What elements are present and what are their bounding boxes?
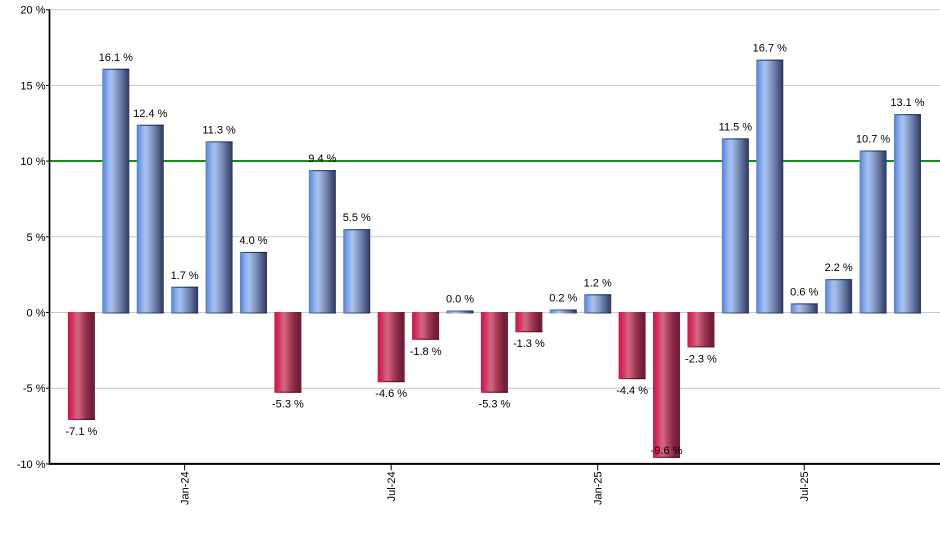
- svg-text:16.7 %: 16.7 %: [753, 43, 787, 55]
- svg-text:-1.3 %: -1.3 %: [513, 338, 545, 350]
- svg-text:13.1 %: 13.1 %: [890, 97, 924, 109]
- svg-text:15 %: 15 %: [20, 80, 45, 92]
- svg-text:4.0 %: 4.0 %: [239, 235, 267, 247]
- svg-text:-5.3 %: -5.3 %: [272, 399, 304, 411]
- svg-text:12.4 %: 12.4 %: [133, 108, 167, 120]
- svg-text:10 %: 10 %: [20, 156, 45, 168]
- svg-text:0.6 %: 0.6 %: [790, 286, 818, 298]
- svg-text:Jul-25: Jul-25: [799, 471, 811, 501]
- svg-text:5 %: 5 %: [27, 232, 46, 244]
- svg-text:-10 %: -10 %: [17, 459, 46, 471]
- svg-text:1.7 %: 1.7 %: [171, 270, 199, 282]
- svg-text:11.3 %: 11.3 %: [202, 124, 236, 136]
- svg-text:-4.6 %: -4.6 %: [375, 388, 407, 400]
- svg-text:-4.4 %: -4.4 %: [616, 385, 648, 397]
- svg-text:-5 %: -5 %: [23, 383, 46, 395]
- svg-text:0.0 %: 0.0 %: [446, 294, 474, 306]
- svg-text:-1.8 %: -1.8 %: [410, 346, 442, 358]
- svg-text:-7.1 %: -7.1 %: [66, 426, 98, 438]
- svg-text:5.5 %: 5.5 %: [343, 212, 371, 224]
- svg-text:-5.3 %: -5.3 %: [479, 399, 511, 411]
- svg-text:Jan-25: Jan-25: [593, 471, 605, 505]
- svg-text:11.5 %: 11.5 %: [719, 121, 753, 133]
- svg-text:2.2 %: 2.2 %: [825, 262, 853, 274]
- svg-text:0 %: 0 %: [27, 308, 46, 320]
- svg-text:Jan-24: Jan-24: [180, 471, 192, 505]
- svg-text:9.4 %: 9.4 %: [308, 153, 336, 165]
- svg-text:-9.6 %: -9.6 %: [651, 445, 683, 457]
- svg-text:16.1 %: 16.1 %: [99, 52, 133, 64]
- svg-text:20 %: 20 %: [20, 5, 45, 17]
- svg-text:-2.3 %: -2.3 %: [685, 353, 717, 365]
- svg-text:1.2 %: 1.2 %: [584, 277, 612, 289]
- svg-text:Jul-24: Jul-24: [386, 471, 398, 501]
- svg-text:10.7 %: 10.7 %: [856, 134, 890, 146]
- svg-text:0.2 %: 0.2 %: [549, 292, 577, 304]
